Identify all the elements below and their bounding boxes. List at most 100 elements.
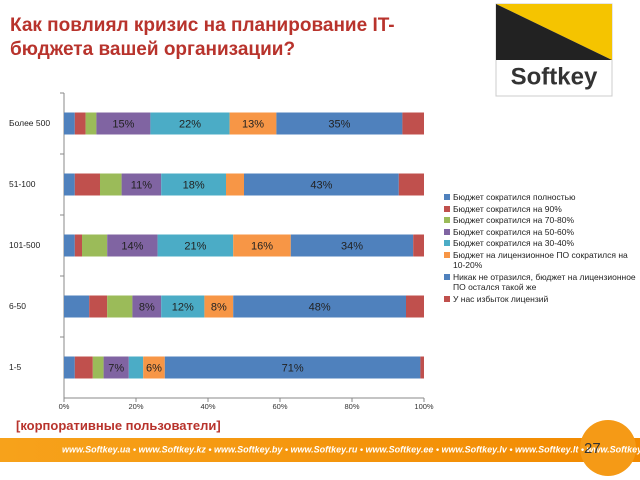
data-label: 48%	[309, 301, 331, 313]
bar-segment	[413, 234, 424, 257]
bar-segment	[164, 356, 421, 379]
legend-label: Бюджет сократился на 30-40%	[453, 238, 575, 248]
data-label: 8%	[211, 301, 227, 313]
bar-segment	[74, 173, 100, 196]
bar-segment	[161, 173, 226, 196]
legend-label: Бюджет сократился на 70-80%	[453, 215, 575, 225]
bar-segment	[143, 356, 165, 379]
bar-segment	[128, 356, 144, 379]
legend-swatch	[444, 194, 450, 200]
bar-segment	[398, 173, 424, 196]
data-label: 12%	[172, 301, 194, 313]
bar-segment	[121, 173, 162, 196]
logo-triangle	[496, 4, 612, 60]
legend-swatch	[444, 240, 450, 246]
data-label: 11%	[131, 179, 152, 191]
bar-segment	[74, 234, 82, 257]
legend-item: Бюджет сократился на 30-40%	[444, 238, 636, 249]
legend-item: У нас избыток лицензий	[444, 294, 636, 305]
bar-segment	[406, 295, 424, 318]
bar-segment	[85, 112, 97, 135]
legend-label: Бюджет сократился на 90%	[453, 203, 562, 214]
y-tick-label: 6-50	[9, 301, 26, 311]
footer-text: www.Softkey.ua • www.Softkey.kz • www.So…	[62, 444, 640, 454]
data-label: 13%	[242, 118, 264, 130]
bar-segment	[92, 356, 104, 379]
x-tick-label: 0%	[59, 402, 70, 411]
bar-segment	[89, 295, 108, 318]
x-tick-label: 80%	[344, 402, 359, 411]
legend-item: Бюджет сократился на 50-60%	[444, 227, 636, 238]
bar-segment	[420, 356, 424, 379]
legend-swatch	[444, 205, 450, 212]
legend-label: Бюджет на лицензионное ПО сократился на …	[453, 249, 628, 271]
legend-item: Никак не отразился, бюджет на лицензионн…	[444, 272, 636, 293]
data-label: 16%	[251, 240, 273, 252]
legend-swatch	[444, 217, 450, 223]
y-tick-label: 1-5	[9, 362, 22, 372]
bar-segment	[64, 295, 90, 318]
data-label: 7%	[108, 362, 124, 374]
bar-segment	[64, 356, 75, 379]
page-number: 27	[584, 440, 601, 457]
bar-segment	[290, 234, 414, 257]
footer-band	[0, 438, 640, 462]
orange-decor	[580, 420, 636, 476]
bar-segment	[107, 234, 158, 257]
legend-label: Бюджет сократился на 50-60%	[453, 226, 575, 237]
logo: Softkey	[495, 3, 613, 97]
legend-swatch	[444, 273, 450, 280]
bar-segment	[82, 234, 108, 257]
bar-segment	[64, 234, 75, 257]
legend-label: Бюджет сократился полностью	[453, 192, 576, 202]
bar-segment	[100, 173, 122, 196]
x-tick-label: 60%	[272, 402, 287, 411]
title: Как повлиял кризис на планирование IT-бю…	[10, 15, 395, 60]
bar-segment	[132, 295, 162, 318]
legend-item: Бюджет сократился на 70-80%	[444, 215, 636, 226]
bar-segment	[64, 173, 75, 196]
y-tick-label: Более 500	[9, 118, 50, 128]
bar-segment	[161, 295, 205, 318]
legend-label: У нас избыток лицензий	[453, 293, 549, 304]
bar-segment	[244, 173, 399, 196]
bar-segment	[276, 112, 403, 135]
bar-segment	[157, 234, 234, 257]
data-label: 14%	[121, 240, 143, 252]
bar-segment	[103, 356, 129, 379]
data-label: 15%	[112, 118, 134, 130]
legend-swatch	[444, 295, 450, 302]
data-label: 35%	[328, 118, 350, 130]
bar-segment	[229, 112, 277, 135]
x-tick-label: 40%	[200, 402, 215, 411]
data-label: 21%	[184, 240, 206, 252]
data-label: 18%	[183, 179, 205, 191]
legend-swatch	[444, 228, 450, 235]
data-label: 8%	[139, 301, 155, 313]
legend-item: Бюджет сократился на 90%	[444, 204, 636, 215]
data-label: 22%	[179, 118, 201, 130]
y-tick-label: 51-100	[9, 179, 36, 189]
bar-segment	[64, 112, 75, 135]
data-label: 6%	[146, 362, 162, 374]
data-label: 71%	[282, 362, 304, 374]
subtitle: [корпоративные пользователи]	[16, 418, 221, 433]
legend: Бюджет сократился полностью Бюджет сократ…	[444, 192, 636, 305]
legend-swatch	[444, 251, 450, 258]
bar-segment	[74, 112, 86, 135]
legend-label: Никак не отразился, бюджет на лицензионн…	[453, 271, 636, 293]
legend-item: Бюджет сократился полностью	[444, 192, 636, 203]
bar-segment	[107, 295, 133, 318]
bar-segment	[233, 234, 291, 257]
x-tick-label: 100%	[414, 402, 434, 411]
legend-item: Бюджет на лицензионное ПО сократился на …	[444, 250, 636, 271]
bar-segment	[233, 295, 406, 318]
bar-segment	[74, 356, 93, 379]
bar-segment	[402, 112, 424, 135]
logo-text: Softkey	[511, 63, 598, 90]
x-tick-label: 20%	[128, 402, 143, 411]
data-label: 43%	[310, 179, 332, 191]
bar-segment	[150, 112, 230, 135]
